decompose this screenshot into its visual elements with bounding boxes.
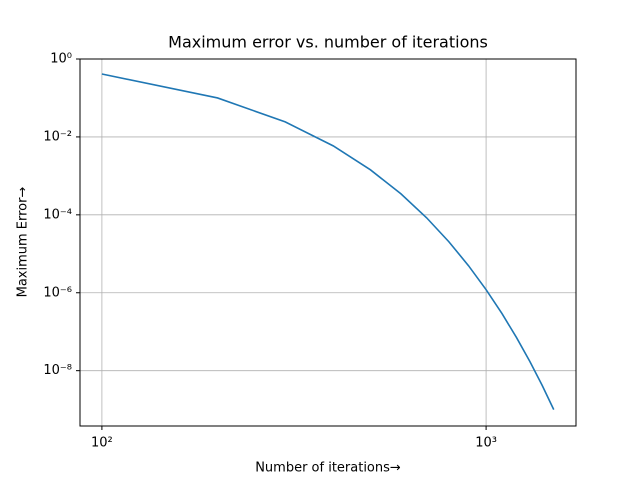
x-tick-label: 10² bbox=[91, 436, 113, 451]
y-tick-label: 10⁻² bbox=[43, 129, 72, 144]
plot-frame bbox=[79, 58, 577, 427]
x-tick-label: 10³ bbox=[475, 436, 497, 451]
y-tick-label: 10⁰ bbox=[50, 52, 72, 67]
x-axis-label: Number of iterations→ bbox=[255, 461, 401, 476]
y-tick-label: 10⁻⁶ bbox=[43, 285, 72, 300]
chart-title: Maximum error vs. number of iterations bbox=[168, 33, 488, 52]
line bbox=[101, 73, 555, 410]
y-tick-label: 10⁻⁴ bbox=[43, 207, 72, 222]
y-axis-label: Maximum Error→ bbox=[16, 187, 31, 298]
y-tick-label: 10⁻⁸ bbox=[43, 363, 72, 378]
